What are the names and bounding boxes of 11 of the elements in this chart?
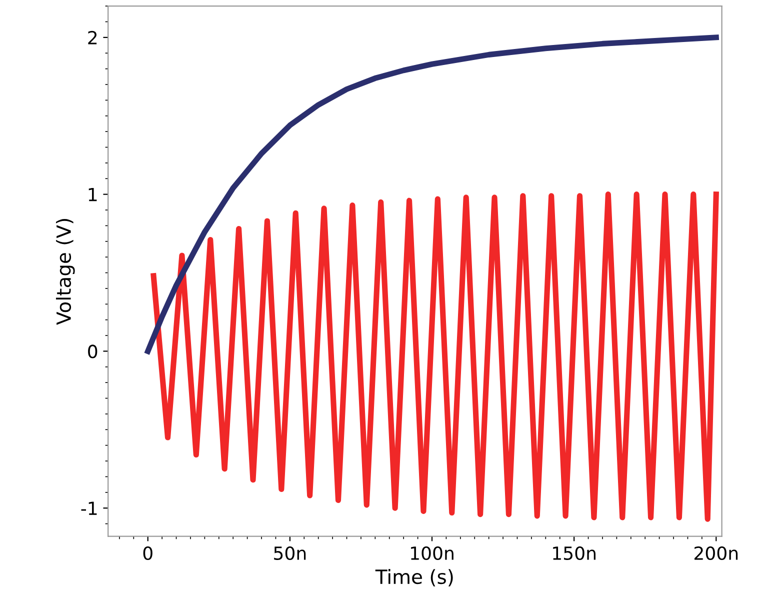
y-tick-label: 1 (88, 188, 97, 202)
y-tick-label: -1 (81, 502, 97, 515)
y-tick-label: 2 (88, 30, 97, 44)
x-tick-label: 0 (143, 546, 152, 560)
x-axis-title: Time (s) (375, 569, 453, 586)
x-tick-label: 150n (553, 546, 596, 560)
x-tick-label: 200n (694, 546, 738, 560)
y-tick-label: 0 (88, 344, 98, 358)
y-axis-title: Voltage (V) (56, 219, 75, 325)
x-tick-label: 100n (411, 546, 454, 560)
x-tick-label: 50n (274, 546, 306, 560)
